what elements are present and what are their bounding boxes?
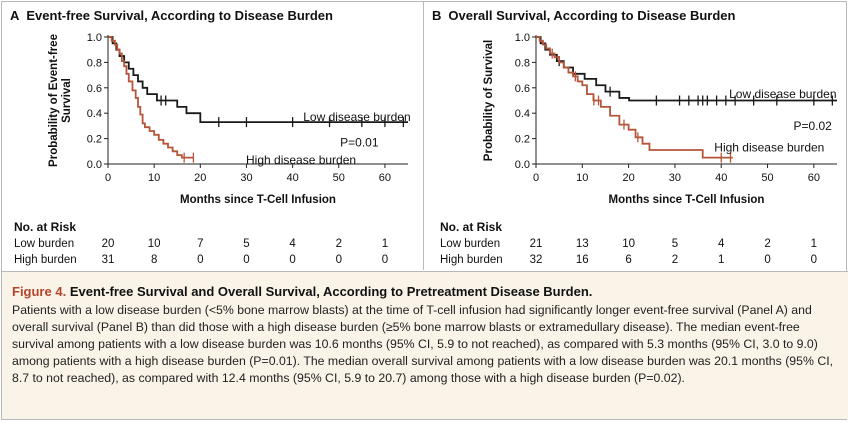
y-tick-label: 0.8 bbox=[515, 57, 530, 69]
y-tick-label: 0.0 bbox=[515, 159, 530, 171]
survival-curve-low bbox=[536, 36, 837, 102]
y-tick-label: 0.2 bbox=[87, 134, 102, 146]
y-tick-label: 0.2 bbox=[515, 134, 530, 146]
y-tick-label: 0.8 bbox=[87, 57, 102, 69]
x-tick-label: 30 bbox=[669, 172, 681, 184]
at-risk-count: 16 bbox=[576, 254, 589, 266]
figure-caption: Figure 4. Event-free Survival and Overal… bbox=[2, 271, 848, 419]
caption-title-line: Figure 4. Event-free Survival and Overal… bbox=[12, 283, 838, 300]
at-risk-count: 2 bbox=[672, 254, 678, 266]
panel-a-chart: A Event-free Survival, According to Disea… bbox=[10, 8, 411, 266]
x-tick-label: 0 bbox=[105, 172, 111, 184]
at-risk-count: 20 bbox=[102, 238, 115, 250]
y-tick-label: 0.6 bbox=[87, 83, 102, 95]
panel-title: A Event-free Survival, According to Disea… bbox=[10, 8, 333, 23]
y-axis-label-line: Probability of Event-free bbox=[48, 34, 60, 167]
x-tick-label: 50 bbox=[761, 172, 773, 184]
x-tick-label: 10 bbox=[576, 172, 588, 184]
x-tick-label: 10 bbox=[148, 172, 160, 184]
survival-curve-high bbox=[536, 36, 733, 159]
at-risk-count: 4 bbox=[718, 238, 725, 250]
at-risk-count: 5 bbox=[672, 238, 678, 250]
at-risk-count: 4 bbox=[289, 238, 296, 250]
figure-label: Figure 4. bbox=[12, 284, 67, 299]
at-risk-count: 2 bbox=[336, 238, 342, 250]
y-axis-label-line: Survival bbox=[61, 78, 73, 123]
at-risk-count: 1 bbox=[718, 254, 724, 266]
x-tick-label: 0 bbox=[533, 172, 539, 184]
at-risk-count: 10 bbox=[622, 238, 635, 250]
at-risk-count: 7 bbox=[197, 238, 203, 250]
survival-curve-high bbox=[108, 36, 194, 159]
curve-annotation: High disease burden bbox=[246, 153, 356, 167]
at-risk-count: 10 bbox=[148, 238, 161, 250]
at-risk-row-label: High burden bbox=[14, 254, 77, 266]
panel-b-chart: B Overall Survival, According to Disease … bbox=[432, 8, 837, 266]
panel-title: B Overall Survival, According to Disease … bbox=[432, 8, 736, 23]
at-risk-row-label: Low burden bbox=[14, 238, 74, 250]
at-risk-count: 2 bbox=[764, 238, 770, 250]
x-axis-label: Months since T-Cell Infusion bbox=[609, 194, 765, 206]
panel-b: B Overall Survival, According to Disease … bbox=[424, 2, 848, 270]
x-tick-label: 30 bbox=[240, 172, 252, 184]
at-risk-header: No. at Risk bbox=[440, 220, 502, 234]
panel-title-text: Overall Survival, According to Disease B… bbox=[448, 8, 735, 23]
caption-title: Event-free Survival and Overall Survival… bbox=[69, 284, 593, 299]
y-tick-label: 0.4 bbox=[87, 108, 102, 120]
panel-a: A Event-free Survival, According to Disea… bbox=[2, 2, 424, 270]
x-tick-label: 50 bbox=[333, 172, 345, 184]
curve-annotation: P=0.02 bbox=[793, 119, 832, 133]
at-risk-count: 13 bbox=[576, 238, 589, 250]
y-axis-label: Probability of Survival bbox=[483, 40, 495, 161]
x-tick-label: 20 bbox=[194, 172, 206, 184]
curve-annotation: Low disease burden bbox=[303, 110, 410, 124]
x-tick-label: 60 bbox=[379, 172, 391, 184]
panel-letter: B bbox=[432, 8, 441, 23]
at-risk-count: 32 bbox=[530, 254, 543, 266]
y-tick-label: 0.6 bbox=[515, 83, 530, 95]
y-tick-label: 0.4 bbox=[515, 108, 530, 120]
curve-annotation: P=0.01 bbox=[340, 135, 379, 149]
at-risk-count: 0 bbox=[289, 254, 295, 266]
x-tick-label: 40 bbox=[286, 172, 298, 184]
at-risk-count: 1 bbox=[811, 238, 817, 250]
at-risk-row-label: High burden bbox=[440, 254, 503, 266]
x-tick-label: 60 bbox=[808, 172, 820, 184]
at-risk-count: 8 bbox=[151, 254, 157, 266]
curve-annotation: High disease burden bbox=[714, 140, 824, 154]
panel-title-text: Event-free Survival, According to Diseas… bbox=[26, 8, 333, 23]
at-risk-count: 0 bbox=[336, 254, 342, 266]
at-risk-count: 21 bbox=[530, 238, 543, 250]
caption-body: Patients with a low disease burden (<5% … bbox=[12, 303, 834, 385]
y-axis-label: Probability of Event-freeSurvival bbox=[48, 34, 73, 167]
at-risk-count: 5 bbox=[243, 238, 249, 250]
y-tick-label: 0.0 bbox=[87, 159, 102, 171]
at-risk-count: 31 bbox=[102, 254, 115, 266]
at-risk-count: 0 bbox=[243, 254, 249, 266]
at-risk-count: 0 bbox=[764, 254, 770, 266]
x-tick-label: 20 bbox=[622, 172, 634, 184]
curve-annotation: Low disease burden bbox=[729, 87, 836, 101]
x-tick-label: 40 bbox=[715, 172, 727, 184]
at-risk-header: No. at Risk bbox=[14, 220, 76, 234]
at-risk-count: 0 bbox=[382, 254, 388, 266]
panel-letter: A bbox=[10, 8, 20, 23]
x-axis-label: Months since T-Cell Infusion bbox=[180, 194, 336, 206]
at-risk-row-label: Low burden bbox=[440, 238, 500, 250]
y-tick-label: 1.0 bbox=[515, 32, 530, 44]
at-risk-count: 0 bbox=[811, 254, 817, 266]
y-axis-label-line: Probability of Survival bbox=[483, 40, 495, 161]
at-risk-count: 0 bbox=[197, 254, 203, 266]
y-tick-label: 1.0 bbox=[87, 32, 102, 44]
at-risk-count: 6 bbox=[625, 254, 631, 266]
at-risk-count: 1 bbox=[382, 238, 388, 250]
